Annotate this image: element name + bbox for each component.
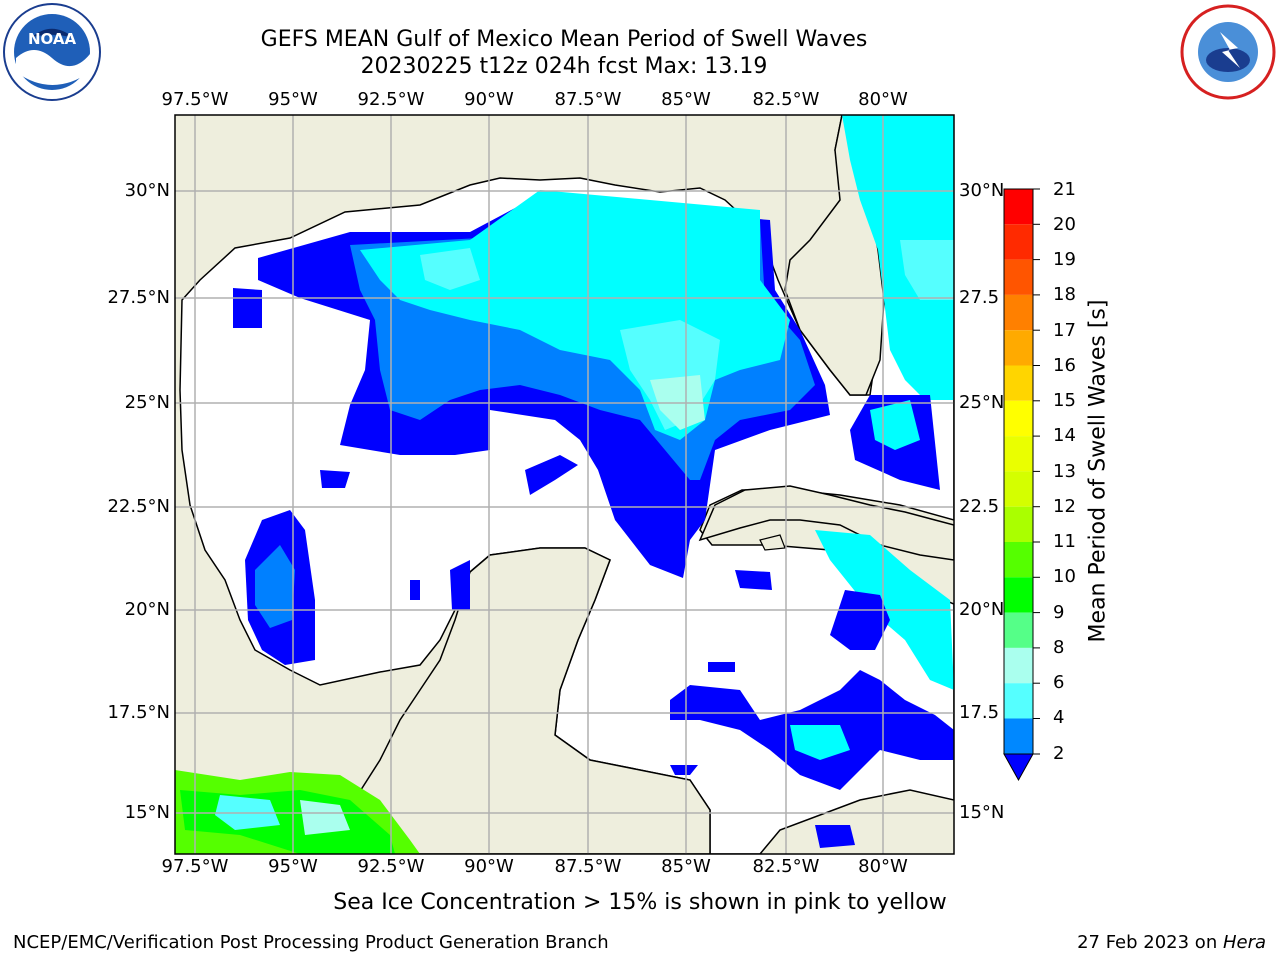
lat-label-left: 17.5°N: [107, 702, 170, 723]
svg-text:NOAA: NOAA: [28, 30, 77, 48]
lon-label-top: 92.5°W: [357, 89, 425, 110]
lat-label-left: 27.5°N: [107, 287, 170, 308]
footer-date: 27 Feb 2023 on Hera: [1077, 932, 1266, 954]
lat-label-right: 20°N: [959, 599, 1005, 620]
colorbar-tick: 17: [1053, 320, 1076, 341]
noaa-logo: NOAA: [2, 2, 102, 102]
colorbar-tick: 14: [1053, 425, 1076, 446]
yucatan-land: [319, 547, 711, 854]
lat-label-right: 25°N: [959, 392, 1005, 413]
colorbar-label: Mean Period of Swell Waves [s]: [1085, 299, 1111, 643]
colorbar-tick: 12: [1053, 496, 1076, 517]
lon-label-bottom: 95°W: [268, 856, 318, 877]
colorbar-tick: 18: [1053, 284, 1076, 305]
colorbar-tick: 21: [1053, 179, 1076, 200]
lon-label-bottom: 80°W: [858, 856, 908, 877]
colorbar-tick: 15: [1053, 390, 1076, 411]
lon-label-top: 80°W: [858, 89, 908, 110]
colorbar-tick: 16: [1053, 355, 1076, 376]
map-gridlines: [175, 115, 954, 854]
colorbar-tick: 8: [1053, 637, 1065, 658]
footer-date-text: 27 Feb 2023 on: [1077, 932, 1223, 953]
lat-label-left: 15°N: [124, 802, 170, 823]
lat-label-left: 20°N: [124, 599, 170, 620]
lon-label-bottom: 87.5°W: [554, 856, 622, 877]
lon-label-top: 87.5°W: [554, 89, 622, 110]
island-land: [759, 534, 786, 551]
footer-host: Hera: [1222, 932, 1266, 953]
lon-label-bottom: 90°W: [464, 856, 514, 877]
colorbar-tick: 10: [1053, 566, 1076, 587]
map-title: GEFS MEAN Gulf of Mexico Mean Period of …: [260, 27, 868, 52]
colorbar-tick: 11: [1053, 531, 1076, 552]
colorbar-tick: 19: [1053, 249, 1076, 270]
colorbar-tick: 2: [1053, 743, 1065, 764]
lon-label-top: 85°W: [661, 89, 711, 110]
lon-label-top: 95°W: [268, 89, 318, 110]
colorbar-tick: 9: [1053, 602, 1065, 623]
lon-label-top: 82.5°W: [752, 89, 820, 110]
cuba-land: [698, 485, 954, 561]
map-frame: [174, 114, 955, 855]
map-subtitle: 20230225 t12z 024h fcst Max: 13.19: [360, 54, 768, 79]
lat-label-right: 30°N: [959, 180, 1005, 201]
lat-label-right: 22.5: [959, 496, 1000, 517]
colorbar: [1003, 188, 1040, 782]
lat-label-right: 15°N: [959, 802, 1005, 823]
lat-label-left: 22.5°N: [107, 496, 170, 517]
lon-label-bottom: 97.5°W: [161, 856, 229, 877]
lon-label-bottom: 92.5°W: [357, 856, 425, 877]
colorbar-tick: 4: [1053, 707, 1065, 728]
lat-label-left: 25°N: [124, 392, 170, 413]
lat-label-right: 27.5: [959, 287, 1000, 308]
nws-logo: [1178, 2, 1278, 102]
lon-label-top: 97.5°W: [161, 89, 229, 110]
footer-credit: NCEP/EMC/Verification Post Processing Pr…: [13, 932, 609, 953]
colorbar-tick: 20: [1053, 214, 1076, 235]
lon-label-bottom: 82.5°W: [752, 856, 820, 877]
sea-ice-note: Sea Ice Concentration > 15% is shown in …: [333, 890, 947, 915]
lon-label-bottom: 85°W: [661, 856, 711, 877]
colorbar-tick: 6: [1053, 672, 1065, 693]
lon-label-top: 90°W: [464, 89, 514, 110]
colorbar-tick: 13: [1053, 461, 1076, 482]
lat-label-left: 30°N: [124, 180, 170, 201]
lat-label-right: 17.5: [959, 702, 1000, 723]
